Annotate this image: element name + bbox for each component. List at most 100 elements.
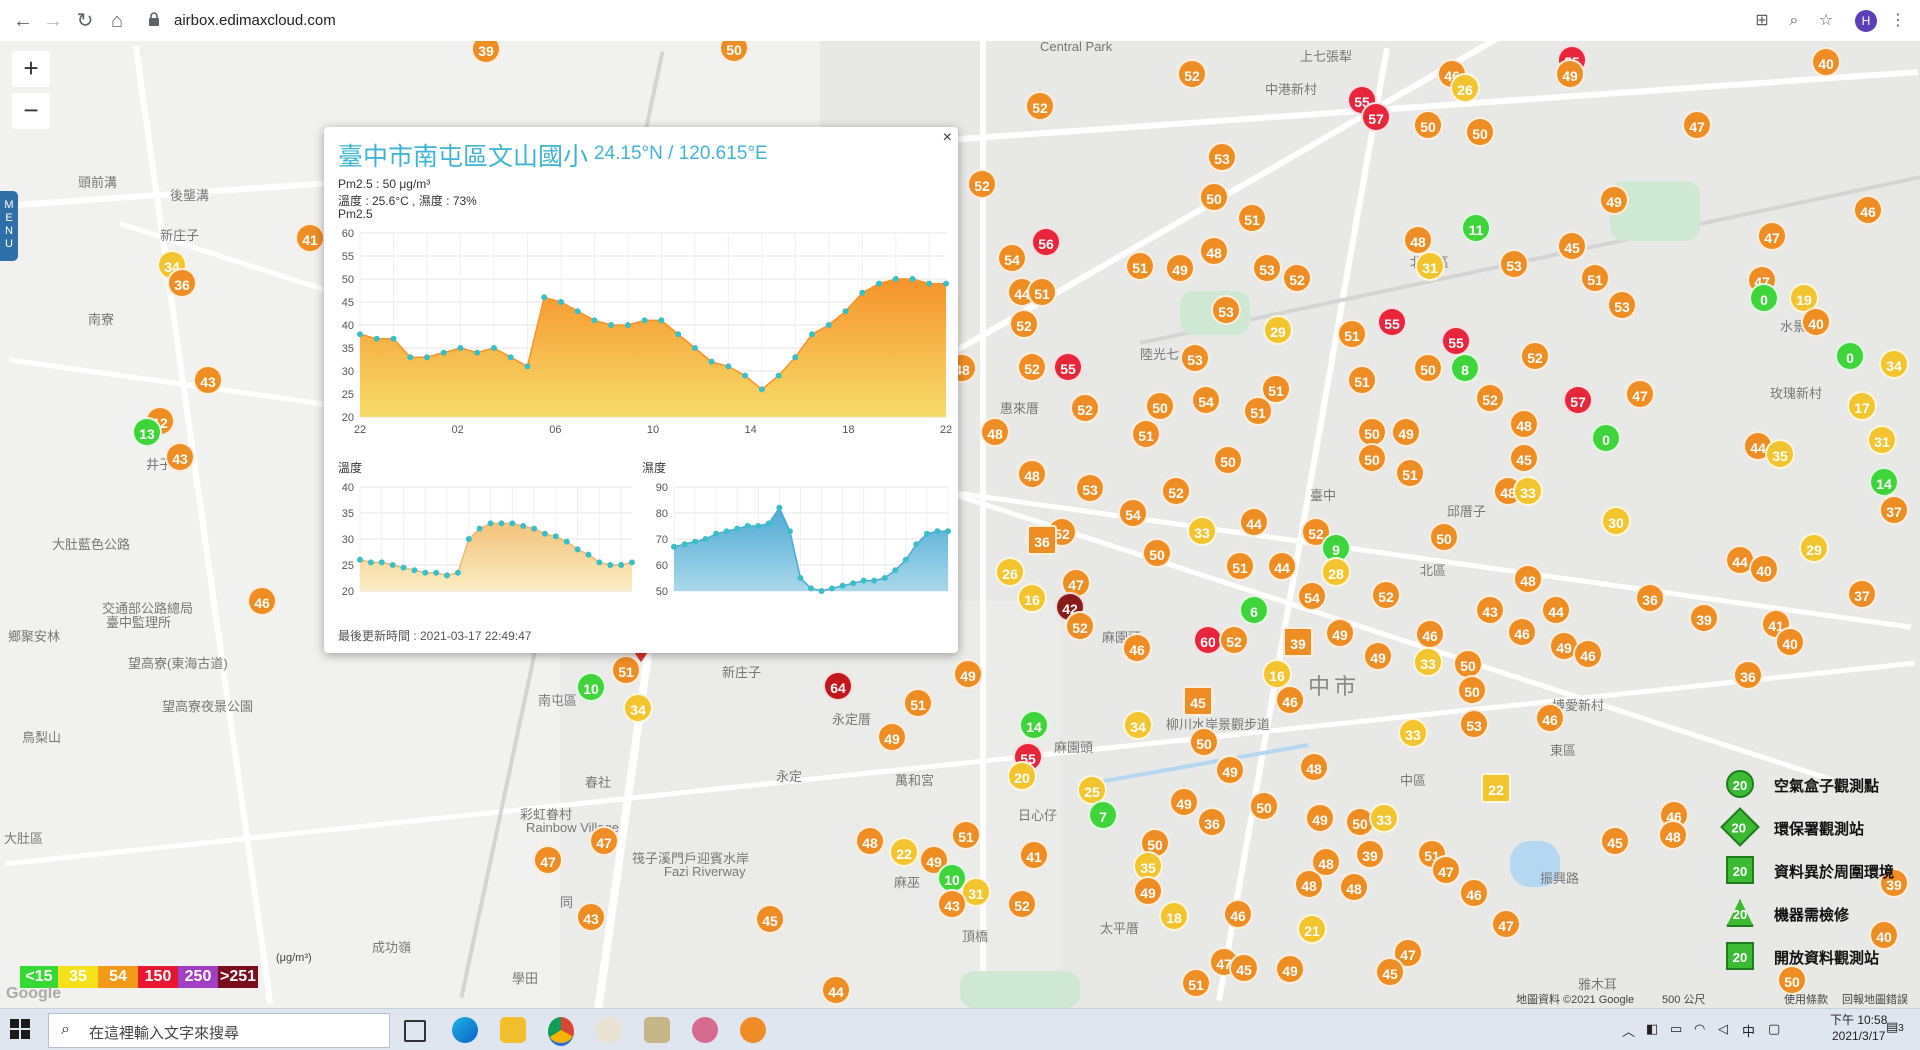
station-marker[interactable]: 49 (1275, 954, 1305, 984)
station-marker[interactable]: 52 (1009, 309, 1039, 339)
station-marker[interactable]: 53 (1459, 709, 1489, 739)
station-marker[interactable]: 52 (967, 169, 997, 199)
station-marker[interactable]: 28 (1321, 557, 1351, 587)
station-marker[interactable]: 46 (1573, 639, 1603, 669)
station-marker[interactable]: 41 (295, 223, 325, 253)
station-marker[interactable]: 49 (877, 722, 907, 752)
zoom-icon[interactable]: ⌕ (1789, 12, 1799, 29)
station-marker[interactable]: 50 (1142, 538, 1172, 568)
station-marker[interactable]: 46 (1459, 878, 1489, 908)
station-marker[interactable]: 52 (1520, 341, 1550, 371)
station-marker[interactable]: 39 (1879, 868, 1909, 898)
station-marker[interactable]: 50 (1413, 110, 1443, 140)
station-marker[interactable]: 44 (821, 975, 851, 1005)
station-marker[interactable]: 46 (1535, 703, 1565, 733)
battery-icon[interactable]: ▭ (1670, 1021, 1683, 1036)
station-marker[interactable]: 52 (1065, 611, 1095, 641)
station-marker[interactable]: 34 (623, 693, 653, 723)
station-marker[interactable]: 52 (1219, 625, 1249, 655)
station-marker[interactable]: 46 (247, 586, 277, 616)
station-marker[interactable]: 48 (1658, 820, 1688, 850)
station-marker[interactable]: 33 (1513, 476, 1543, 506)
station-marker[interactable]: 50 (1465, 117, 1495, 147)
app-icon[interactable] (644, 1017, 670, 1043)
station-marker[interactable]: 34 (1879, 349, 1909, 379)
station-marker[interactable]: 52 (1007, 889, 1037, 919)
station-marker[interactable]: 52 (1017, 352, 1047, 382)
station-marker[interactable]: 47 (589, 826, 619, 856)
station-marker[interactable]: 46 (1122, 633, 1152, 663)
station-marker[interactable]: 49 (1391, 417, 1421, 447)
station-marker[interactable]: 40 (1775, 627, 1805, 657)
station-marker[interactable]: 57 (1563, 385, 1593, 415)
station-marker[interactable]: 51 (611, 655, 641, 685)
station-marker[interactable]: 43 (576, 902, 606, 932)
station-marker[interactable]: 26 (1450, 73, 1480, 103)
station-marker[interactable]: 16 (1262, 659, 1292, 689)
station-marker[interactable]: 53 (1207, 142, 1237, 172)
zoom-in-button[interactable]: + (12, 51, 50, 87)
station-marker[interactable]: 49 (1305, 803, 1335, 833)
station-marker[interactable]: 29 (1263, 315, 1293, 345)
station-marker[interactable]: 52 (1161, 476, 1191, 506)
station-marker[interactable]: 43 (165, 442, 195, 472)
station-marker[interactable]: 51 (1337, 319, 1367, 349)
station-marker[interactable]: 51 (1580, 263, 1610, 293)
station-marker[interactable]: 48 (855, 826, 885, 856)
station-marker[interactable]: 0 (1591, 423, 1621, 453)
address-bar[interactable]: airbox.edimaxcloud.com (140, 6, 1740, 35)
station-marker[interactable]: 47 (1682, 110, 1712, 140)
station-marker[interactable]: 43 (937, 889, 967, 919)
translate-icon[interactable]: ⊞ (1755, 12, 1769, 29)
station-marker[interactable]: 50 (1249, 791, 1279, 821)
notification-icon[interactable]: ▤3 (1886, 1019, 1904, 1034)
station-marker[interactable]: 31 (1867, 425, 1897, 455)
station-marker[interactable]: 49 (1555, 59, 1585, 89)
station-marker[interactable]: 36 (1635, 583, 1665, 613)
station-marker[interactable]: 51 (1395, 458, 1425, 488)
station-marker[interactable]: 11 (1461, 213, 1491, 243)
home-icon[interactable]: ⌂ (110, 10, 124, 32)
station-marker[interactable]: 45 (755, 904, 785, 934)
browser-menu-icon[interactable]: ⋮ (1890, 12, 1906, 29)
station-marker[interactable]: 39 (1689, 603, 1719, 633)
station-marker[interactable]: 47 (1757, 221, 1787, 251)
ime-indicator[interactable]: 中 (1742, 1024, 1756, 1039)
profile-avatar[interactable]: H (1855, 10, 1877, 32)
station-marker[interactable]: 17 (1847, 391, 1877, 421)
station-marker[interactable]: 50 (1777, 965, 1807, 995)
station-marker[interactable]: 8 (1450, 353, 1480, 383)
station-marker[interactable]: 45 (1229, 953, 1259, 983)
station-marker[interactable]: 40 (1749, 554, 1779, 584)
station-marker[interactable]: 51 (951, 820, 981, 850)
station-marker[interactable]: 48 (1339, 872, 1369, 902)
station-marker[interactable]: 52 (1177, 59, 1207, 89)
station-marker[interactable]: 36 (1027, 525, 1057, 555)
station-marker[interactable]: 44 (1267, 551, 1297, 581)
station-marker[interactable]: 54 (1297, 581, 1327, 611)
station-marker[interactable]: 37 (1879, 495, 1909, 525)
station-marker[interactable]: 51 (1237, 203, 1267, 233)
station-marker[interactable]: 0 (1835, 341, 1865, 371)
ime-mode-icon[interactable]: ▢ (1768, 1021, 1781, 1036)
station-marker[interactable]: 30 (1601, 506, 1631, 536)
wifi-icon[interactable]: ◠ (1694, 1021, 1706, 1036)
station-marker[interactable]: 45 (1183, 686, 1213, 716)
station-marker[interactable]: 47 (1209, 947, 1239, 977)
station-marker[interactable]: 47 (1625, 379, 1655, 409)
station-marker[interactable]: 43 (193, 365, 223, 395)
station-marker[interactable]: 37 (1847, 579, 1877, 609)
station-marker[interactable]: 51 (1347, 365, 1377, 395)
station-marker[interactable]: 35 (1765, 439, 1795, 469)
chrome-icon[interactable] (548, 1017, 574, 1046)
edge-icon[interactable] (452, 1017, 478, 1043)
station-marker[interactable]: 48 (1199, 236, 1229, 266)
windows-start-icon[interactable] (10, 1019, 30, 1039)
station-marker[interactable]: 36 (1733, 660, 1763, 690)
station-marker[interactable]: 39 (471, 41, 501, 64)
station-marker[interactable]: 50 (1213, 445, 1243, 475)
station-marker[interactable]: 52 (1475, 383, 1505, 413)
station-marker[interactable]: 57 (1361, 102, 1391, 132)
app-icon[interactable] (692, 1017, 718, 1043)
zoom-out-button[interactable]: − (12, 93, 50, 129)
